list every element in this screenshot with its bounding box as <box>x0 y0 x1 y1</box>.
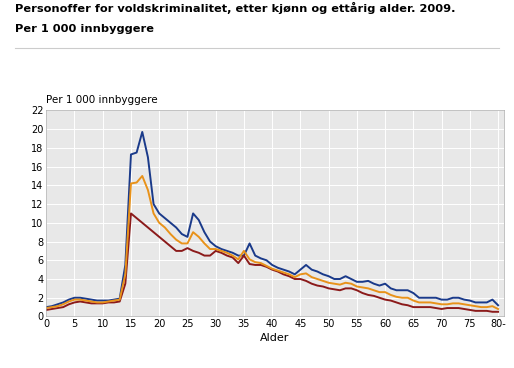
Begge kjønn <box>331 282 337 286</box>
X-axis label: Alder: Alder <box>260 333 290 343</box>
Text: Personoffer for voldskriminalitet, etter kjønn og ettårig alder. 2009.: Personoffer for voldskriminalitet, etter… <box>15 2 456 14</box>
Line: Kvinner: Kvinner <box>46 213 498 312</box>
Menn <box>416 296 422 300</box>
Menn <box>297 268 303 272</box>
Begge kjønn <box>297 272 303 276</box>
Kvinner <box>331 287 337 291</box>
Menn <box>43 305 49 309</box>
Menn <box>495 303 501 307</box>
Menn <box>139 130 145 134</box>
Menn <box>438 297 445 302</box>
Kvinner <box>455 306 462 310</box>
Text: Per 1 000 innbyggere: Per 1 000 innbyggere <box>46 95 158 105</box>
Line: Begge kjønn: Begge kjønn <box>46 176 498 309</box>
Begge kjønn <box>416 300 422 305</box>
Menn <box>331 277 337 281</box>
Kvinner <box>438 307 445 311</box>
Begge kjønn <box>382 290 388 294</box>
Line: Menn: Menn <box>46 132 498 307</box>
Legend: Menn, Kvinner, Begge kjønn: Menn, Kvinner, Begge kjønn <box>126 367 424 368</box>
Begge kjønn <box>139 174 145 178</box>
Menn <box>382 282 388 286</box>
Kvinner <box>489 309 495 314</box>
Begge kjønn <box>495 307 501 311</box>
Begge kjønn <box>455 301 462 305</box>
Kvinner <box>495 309 501 314</box>
Kvinner <box>128 211 134 216</box>
Text: Per 1 000 innbyggere: Per 1 000 innbyggere <box>15 24 154 34</box>
Begge kjønn <box>438 302 445 307</box>
Kvinner <box>416 305 422 309</box>
Kvinner <box>297 277 303 281</box>
Kvinner <box>43 308 49 312</box>
Kvinner <box>382 297 388 302</box>
Begge kjønn <box>43 306 49 310</box>
Menn <box>455 296 462 300</box>
